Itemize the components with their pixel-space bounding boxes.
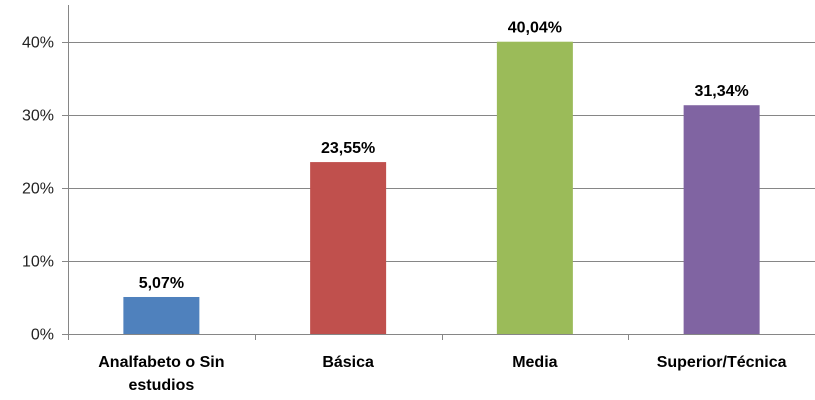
category-label-0-line-0: Analfabeto o Sin [98,354,224,371]
y-tick-label-0: 0% [31,327,54,344]
bars [123,41,760,334]
data-label-0: 5,07% [139,275,184,292]
y-tick-label-3: 30% [22,108,54,125]
data-label-1: 23,55% [321,140,375,157]
category-label-3-line-0: Superior/Técnica [657,354,787,371]
data-label-3: 31,34% [694,83,748,100]
category-label-2-line-0: Media [512,354,557,371]
y-tick-label-4: 40% [22,35,54,52]
bar-3 [683,105,760,334]
category-label-0-line-1: estudios [128,377,194,394]
bar-2 [496,41,573,334]
data-label-2: 40,04% [508,20,562,37]
bar-0 [123,296,200,334]
category-label-1-line-0: Básica [322,354,374,371]
bar-1 [310,162,387,334]
labels: 0% 10% 20% 30% 40% 5,07% Analfabeto o Sin estud… [22,20,787,394]
axes [62,5,815,340]
y-tick-label-2: 20% [22,181,54,198]
y-tick-label-1: 10% [22,254,54,271]
